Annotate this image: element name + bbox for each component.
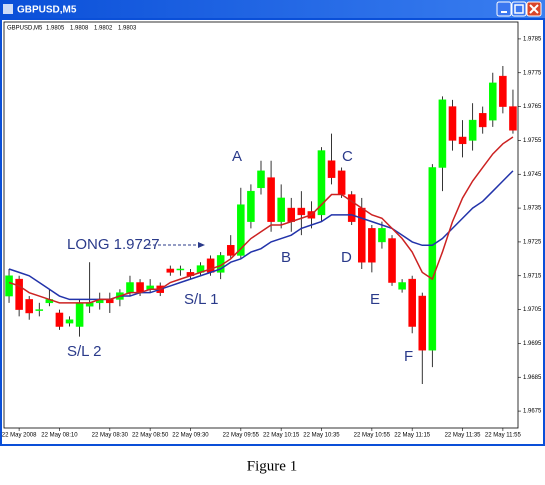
title-bar — [0, 0, 545, 19]
candle-body — [237, 204, 245, 256]
ohlc-value: 1.9808 — [70, 26, 89, 32]
candle-body — [388, 238, 396, 283]
candle-body — [166, 268, 175, 273]
candle-body — [257, 170, 265, 189]
candle-body — [489, 82, 497, 121]
x-tick-label: 22 May 10:15 — [263, 433, 300, 439]
y-tick-label: 1.9775 — [523, 70, 542, 76]
candle-body — [478, 113, 487, 128]
candle-body — [438, 99, 447, 168]
x-tick-label: 22 May 10:35 — [303, 433, 340, 439]
candle-body — [287, 207, 296, 222]
annotation: S/L 1 — [184, 291, 218, 308]
annotation: S/L 2 — [67, 343, 101, 360]
entry-arrowhead — [198, 242, 205, 248]
x-tick-label: 22 May 2008 — [2, 433, 37, 439]
candle-body — [75, 302, 84, 327]
y-tick-label: 1.9725 — [523, 239, 542, 245]
candle-body — [378, 228, 386, 243]
x-tick-label: 22 May 11:55 — [485, 433, 522, 439]
candle-body — [368, 228, 376, 263]
candle-body — [15, 278, 23, 310]
symbol-label: GBPUSD,M5 — [7, 26, 43, 32]
y-tick-label: 1.9705 — [523, 307, 542, 313]
plot-area — [3, 21, 519, 429]
y-tick-label: 1.9675 — [523, 409, 542, 415]
candle-body — [317, 150, 326, 216]
ohlc-value: 1.9803 — [118, 26, 137, 32]
candle-body — [499, 75, 507, 107]
window-title: GBPUSD,M5 — [17, 5, 77, 16]
candle-body — [327, 160, 336, 178]
maximize-button[interactable] — [511, 1, 527, 17]
candle-body — [448, 106, 457, 141]
annotation: C — [342, 148, 353, 165]
x-tick-label: 22 May 08:30 — [92, 433, 129, 439]
y-tick-label: 1.9695 — [523, 341, 542, 347]
candle-body — [25, 299, 33, 314]
y-tick-label: 1.9755 — [523, 138, 542, 144]
x-tick-label: 22 May 09:55 — [223, 433, 260, 439]
x-tick-label: 22 May 08:10 — [41, 433, 78, 439]
candle-body — [226, 245, 235, 256]
annotation: A — [232, 148, 242, 165]
candle-body — [277, 197, 285, 222]
candle-body — [509, 106, 517, 131]
candle-body — [418, 295, 427, 351]
candle-body — [35, 309, 44, 311]
y-tick-label: 1.9745 — [523, 172, 542, 178]
window-icon — [3, 4, 13, 14]
candle-body — [55, 312, 64, 327]
x-tick-label: 22 May 11:35 — [445, 433, 482, 439]
candle-body — [358, 207, 366, 263]
moving-average — [8, 170, 514, 301]
x-tick-label: 22 May 11:15 — [394, 433, 431, 439]
candle-body — [176, 268, 185, 271]
candle-body — [398, 282, 406, 290]
candle-body — [337, 170, 346, 195]
candle-body — [428, 167, 437, 351]
annotation: LONG 1.9727 — [67, 236, 160, 253]
candle-body — [297, 207, 306, 216]
annotation: D — [341, 249, 352, 266]
moving-average — [8, 136, 514, 304]
annotation: E — [370, 291, 380, 308]
candle-body — [347, 194, 356, 222]
annotation: B — [281, 249, 291, 266]
ohlc-value: 1.9802 — [94, 26, 113, 32]
ohlc-value: 1.9805 — [46, 26, 65, 32]
x-tick-label: 22 May 10:55 — [354, 433, 391, 439]
y-tick-label: 1.9785 — [523, 36, 542, 42]
candle-body — [247, 190, 255, 222]
candle-body — [5, 275, 13, 297]
chart-frame — [0, 18, 545, 446]
minimize-button[interactable] — [496, 1, 512, 17]
y-tick-label: 1.9715 — [523, 273, 542, 279]
candle-body — [468, 119, 477, 141]
x-tick-label: 22 May 09:30 — [172, 433, 209, 439]
candle-body — [65, 319, 74, 324]
y-tick-label: 1.9685 — [523, 375, 542, 381]
figure-caption: Figure 1 — [247, 458, 297, 474]
candle-body — [458, 136, 467, 145]
candle-body — [126, 282, 134, 293]
y-tick-label: 1.9765 — [523, 104, 542, 110]
candle-body — [267, 177, 275, 222]
y-tick-label: 1.9735 — [523, 206, 542, 212]
x-tick-label: 22 May 08:50 — [132, 433, 169, 439]
annotation: F — [404, 348, 413, 365]
candle-body — [408, 278, 416, 327]
